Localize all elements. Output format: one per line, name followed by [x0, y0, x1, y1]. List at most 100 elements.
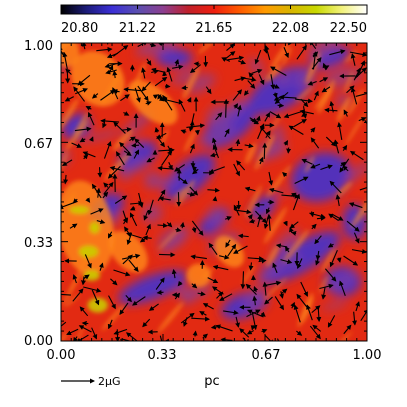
field-vector — [219, 254, 230, 260]
mid-density-patch — [135, 43, 178, 57]
high-density-filament — [295, 86, 314, 102]
high-density-filament — [304, 155, 315, 174]
magnetic-field-vectors — [61, 43, 367, 341]
high-density-filament — [101, 304, 125, 331]
field-vector — [171, 268, 177, 279]
field-vector — [288, 125, 304, 135]
field-vector — [299, 109, 314, 115]
field-vector — [329, 100, 335, 113]
field-vector — [265, 130, 271, 139]
field-vector — [207, 277, 219, 284]
field-vector — [309, 43, 317, 49]
high-density-filament — [186, 263, 211, 288]
field-vector — [154, 76, 168, 87]
field-vector — [72, 288, 84, 302]
field-vector — [122, 217, 128, 225]
field-vector — [216, 291, 224, 299]
field-vector — [346, 220, 360, 232]
field-vector — [105, 69, 117, 75]
high-density-filament — [283, 229, 309, 263]
field-vector — [244, 186, 256, 192]
field-vector — [138, 192, 144, 208]
field-vector — [278, 94, 297, 100]
field-vector — [253, 285, 259, 293]
field-vector — [142, 318, 151, 328]
mid-density-patch — [207, 206, 226, 225]
y-axis: 0.00 0.33 0.67 1.00 — [24, 39, 53, 349]
field-vector — [266, 213, 272, 231]
field-vector — [189, 186, 199, 196]
field-vector — [311, 223, 317, 230]
field-vector — [177, 176, 188, 185]
field-vector — [327, 242, 334, 248]
high-density-filament — [61, 43, 80, 67]
field-vector — [79, 306, 89, 317]
field-vector — [129, 205, 136, 211]
high-density-filament — [182, 66, 200, 100]
field-vector — [146, 58, 152, 66]
field-vector — [227, 243, 237, 257]
mid-density-patch — [321, 301, 349, 311]
colorbar-tick-label: 20.80 — [61, 21, 98, 36]
field-vector — [168, 161, 173, 171]
field-vector — [233, 204, 240, 216]
field-vector — [120, 94, 130, 102]
field-vector — [276, 338, 280, 341]
field-vector — [91, 93, 99, 99]
field-vector — [301, 158, 313, 165]
field-vector — [223, 98, 229, 118]
field-vector — [65, 68, 72, 75]
peak-density-clump — [69, 205, 90, 214]
field-vector — [315, 250, 321, 261]
field-vector — [255, 115, 261, 125]
field-vector — [189, 120, 195, 130]
field-vector — [349, 51, 367, 57]
field-vector — [146, 157, 155, 163]
field-vector — [329, 180, 342, 194]
field-vector — [257, 214, 262, 228]
field-vector — [119, 141, 131, 154]
field-vector — [300, 98, 309, 108]
field-vector — [327, 315, 336, 328]
field-vector — [254, 49, 262, 65]
field-vector — [333, 139, 340, 154]
field-vector — [96, 46, 113, 52]
mid-density-patch — [182, 281, 213, 302]
field-vector — [328, 213, 339, 222]
field-vector — [202, 303, 214, 310]
field-vector — [113, 269, 131, 277]
field-vector — [125, 332, 138, 341]
field-vector — [199, 311, 207, 316]
field-vector — [248, 218, 256, 224]
field-vector — [95, 187, 101, 198]
peak-density-clump — [83, 270, 100, 281]
high-density-filament — [270, 43, 289, 71]
field-vector — [238, 59, 247, 65]
field-vector — [233, 103, 239, 109]
field-vector — [329, 49, 346, 56]
x-tick-label: 0.33 — [148, 348, 177, 363]
field-vector — [319, 77, 329, 83]
field-vector — [247, 80, 256, 89]
field-vector — [272, 262, 278, 274]
field-vector — [339, 158, 350, 173]
field-vector — [96, 219, 106, 225]
field-vector — [122, 253, 141, 260]
field-vector — [109, 166, 125, 172]
field-vector — [159, 335, 163, 341]
low-density-patch — [118, 270, 188, 305]
field-vector — [103, 182, 109, 188]
field-vector — [283, 140, 289, 146]
field-vector — [356, 60, 365, 78]
field-vector — [174, 164, 185, 172]
field-vector — [102, 122, 107, 129]
high-density-filament — [183, 128, 197, 153]
field-vector — [177, 280, 183, 287]
field-vector — [83, 286, 102, 293]
field-vector — [61, 293, 71, 296]
high-density-filament — [172, 187, 186, 200]
mid-density-patch — [277, 73, 291, 85]
y-tick-label: 1.00 — [24, 39, 53, 54]
field-vector — [270, 66, 287, 76]
field-vector — [282, 220, 288, 227]
